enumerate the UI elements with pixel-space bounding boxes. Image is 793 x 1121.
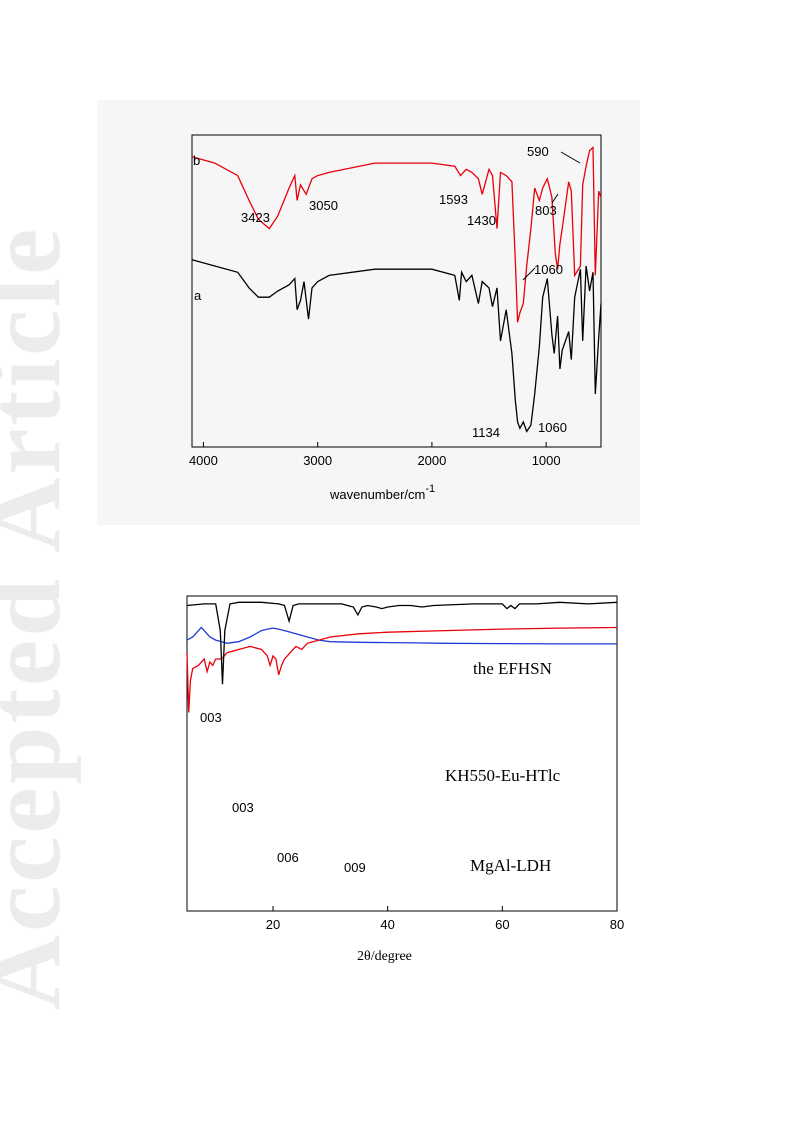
ftir-plot-frame bbox=[191, 134, 602, 448]
xrd-series-label-mgal: MgAl-LDH bbox=[470, 856, 551, 875]
ftir-x-tick-label-3000: 3000 bbox=[303, 453, 332, 468]
ftir-annotation-1060-b: 1060 bbox=[534, 262, 563, 277]
ftir-annotation-803: 803 bbox=[535, 203, 557, 218]
xrd-annotation-006: 006 bbox=[277, 850, 299, 865]
xrd-annotation-003-kh550: 003 bbox=[200, 710, 222, 725]
ftir-series-label-a: a bbox=[194, 288, 202, 303]
ftir-annotation-1593: 1593 bbox=[439, 192, 468, 207]
ftir-series-label-b: b bbox=[193, 153, 200, 168]
xrd-series-kh550-line bbox=[186, 626, 618, 713]
ftir-annotation-1430: 1430 bbox=[467, 213, 496, 228]
xrd-x-tick-label-80: 80 bbox=[610, 917, 624, 932]
xrd-x-tick-label-20: 20 bbox=[266, 917, 280, 932]
ftir-annotation-3050: 3050 bbox=[309, 198, 338, 213]
ftir-annotation-1060-a: 1060 bbox=[538, 420, 567, 435]
ftir-annotation-3423: 3423 bbox=[241, 210, 270, 225]
ftir-annotation-590: 590 bbox=[527, 144, 549, 159]
xrd-plot-frame bbox=[186, 595, 618, 912]
xrd-x-tick-label-40: 40 bbox=[380, 917, 394, 932]
ftir-series-b-line bbox=[191, 146, 602, 323]
xrd-series-mgal-line bbox=[186, 601, 618, 685]
ftir-arrow-803 bbox=[551, 193, 559, 204]
ftir-x-tick-label-1000: 1000 bbox=[532, 453, 561, 468]
ftir-x-axis-label: wavenumber/cm-1 bbox=[329, 483, 435, 502]
xrd-series-label-kh550: KH550-Eu-HTlc bbox=[445, 766, 561, 785]
xrd-x-tick-label-60: 60 bbox=[495, 917, 509, 932]
xrd-annotation-003-mgal: 003 bbox=[232, 800, 254, 815]
ftir-annotation-1134: 1134 bbox=[472, 425, 500, 440]
ftir-x-tick-label-2000: 2000 bbox=[417, 453, 446, 468]
xrd-x-axis-label: 2θ/degree bbox=[357, 949, 412, 964]
ftir-x-tick-label-4000: 4000 bbox=[189, 453, 218, 468]
xrd-series-efhsn-line bbox=[186, 626, 617, 645]
ftir-series-a-line bbox=[191, 259, 602, 433]
ftir-arrow-590 bbox=[560, 151, 581, 164]
xrd-annotation-009: 009 bbox=[344, 860, 366, 875]
xrd-series-label-efhsn: the EFHSN bbox=[473, 659, 552, 678]
ftir-arrow-1060 bbox=[522, 267, 536, 281]
